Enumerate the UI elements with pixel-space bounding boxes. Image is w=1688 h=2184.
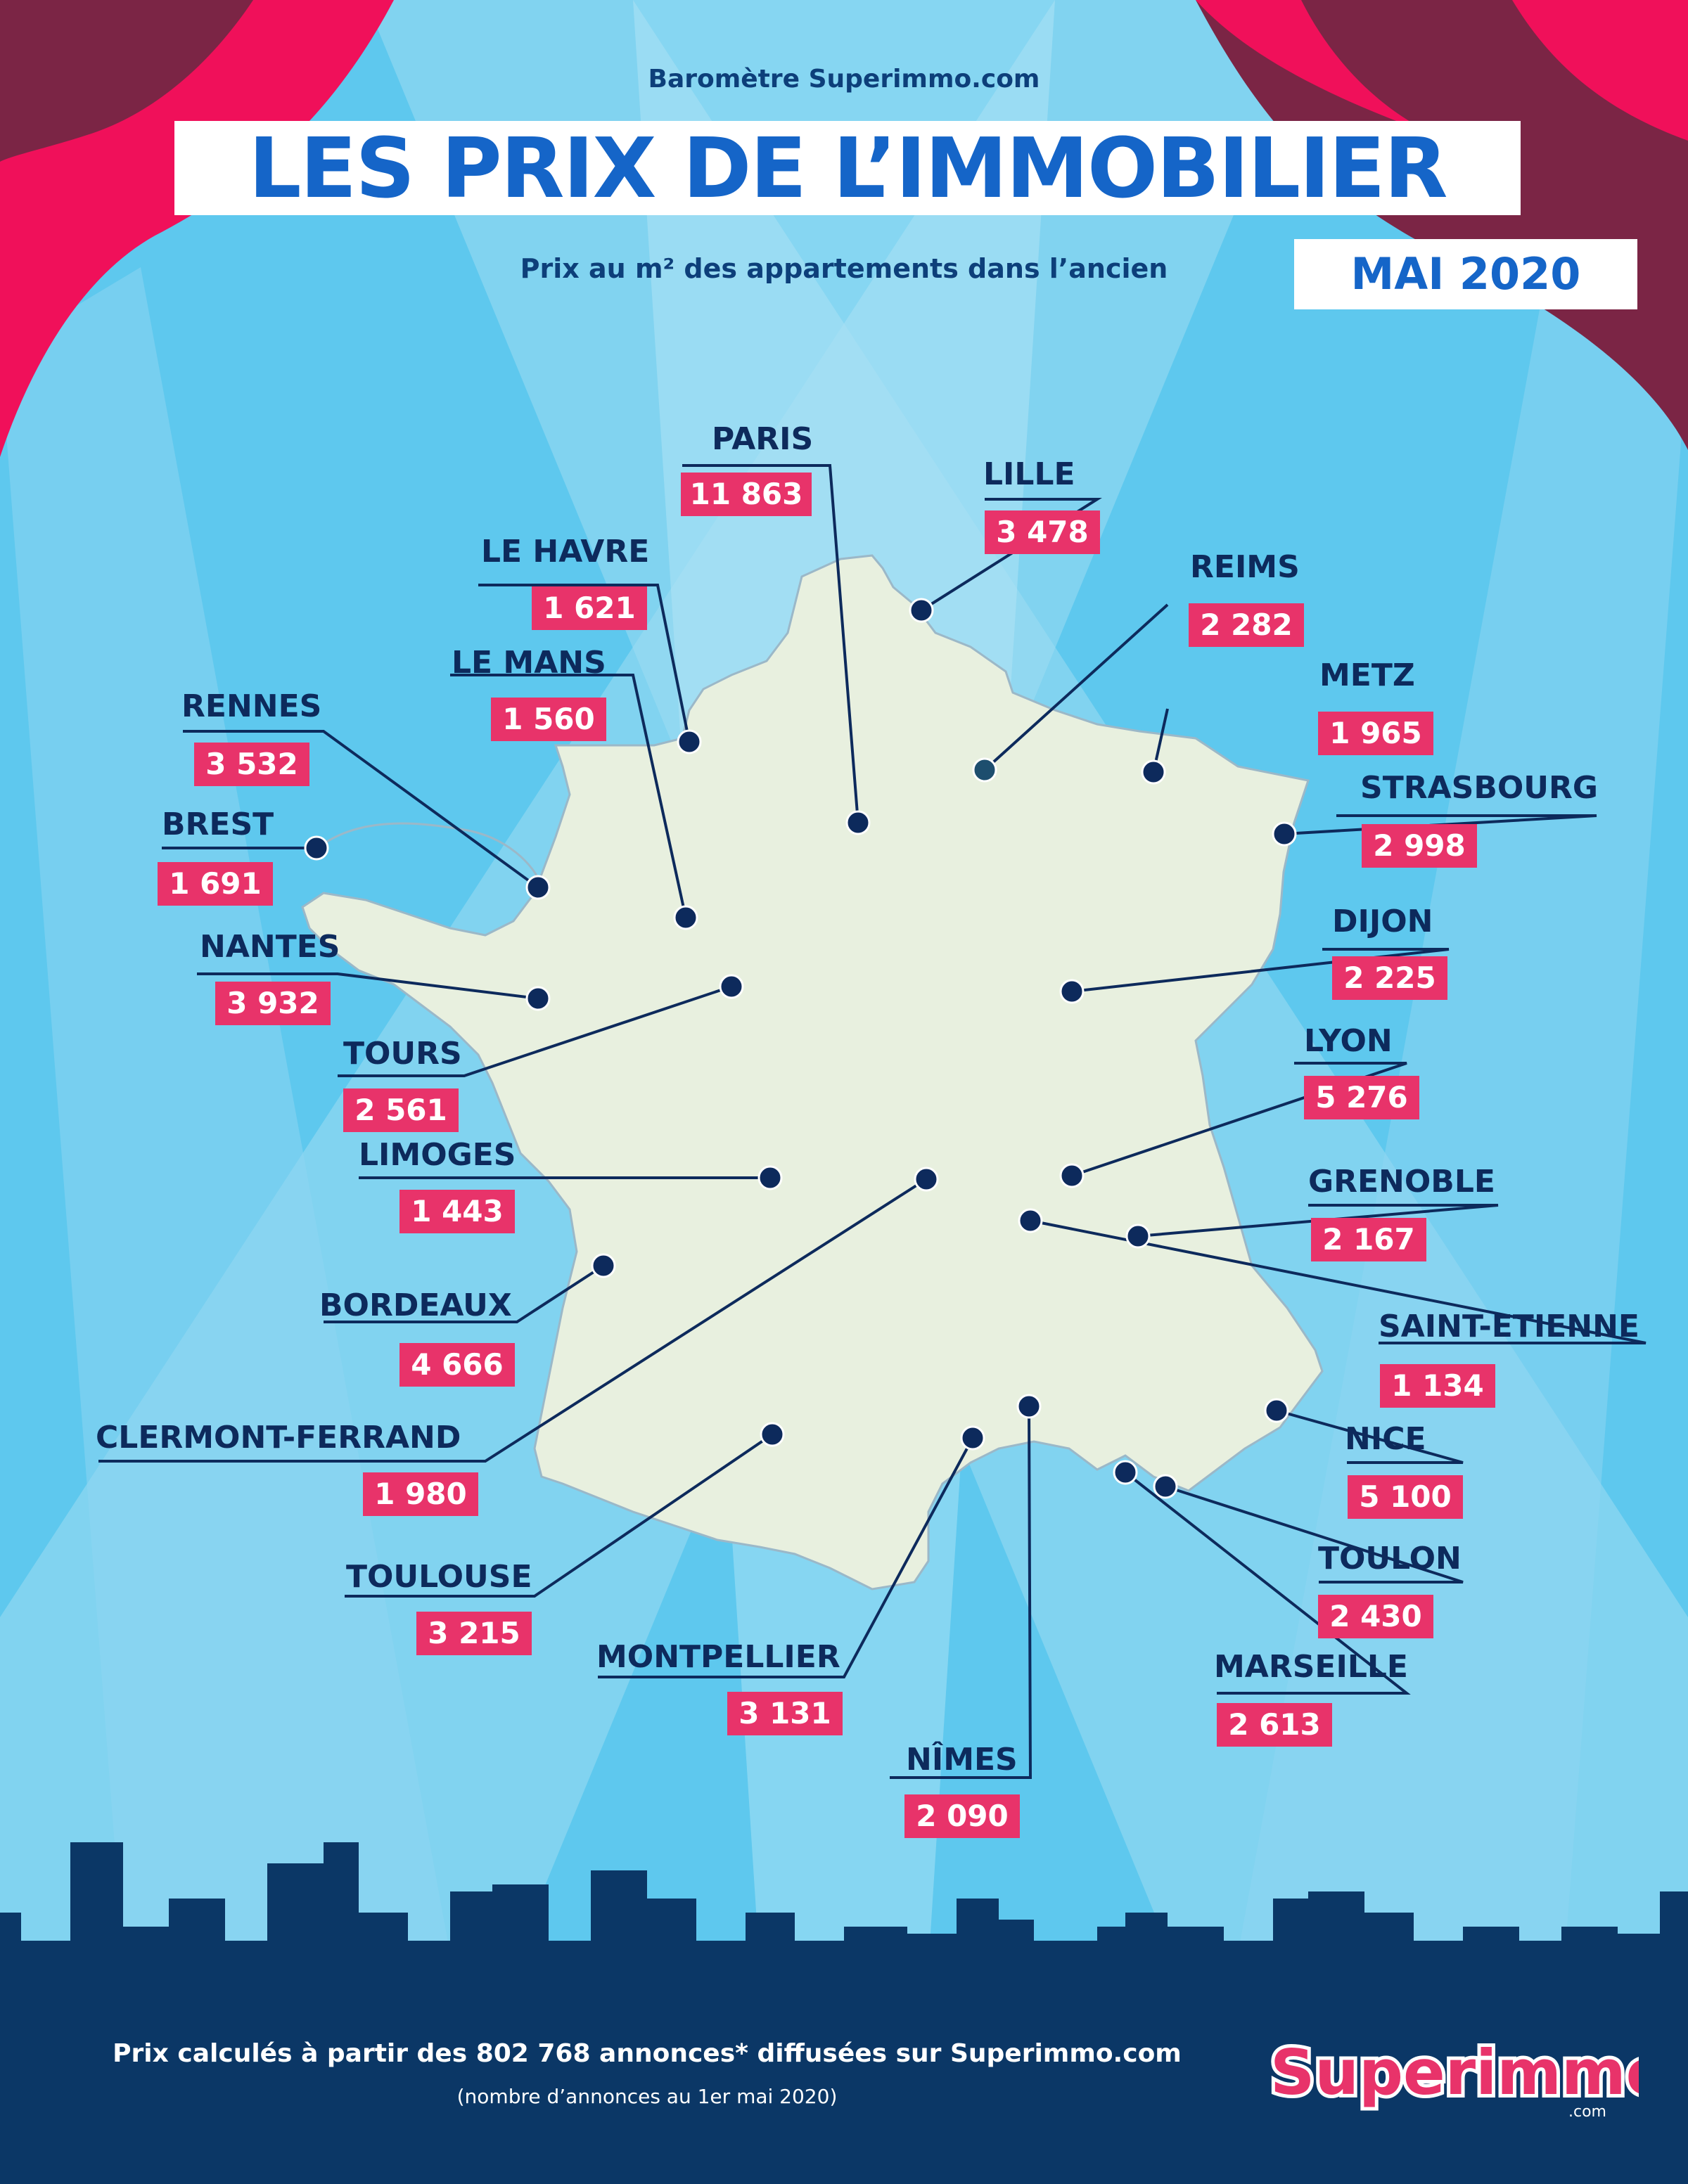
dot-limoges bbox=[757, 1165, 783, 1190]
dot-le-mans bbox=[673, 905, 698, 930]
price-badge-le-mans: 1 560 bbox=[491, 698, 606, 741]
date-banner bbox=[1294, 239, 1637, 309]
dot-reims bbox=[972, 757, 997, 783]
dot-lyon bbox=[1059, 1163, 1085, 1188]
footer-subnote: (nombre d’annonces au 1er mai 2020) bbox=[456, 2085, 838, 2108]
dot-metz bbox=[1141, 759, 1166, 785]
dot-saint-etienne bbox=[1018, 1208, 1043, 1233]
price-badge-paris: 11 863 bbox=[681, 473, 812, 516]
superimmo-logo: Superimmo .com bbox=[1267, 2033, 1639, 2121]
logo-wordmark: Superimmo bbox=[1270, 2036, 1639, 2109]
dot-toulon bbox=[1153, 1474, 1178, 1499]
price-badge-lille: 3 478 bbox=[985, 510, 1100, 554]
city-name-nantes: NANTES bbox=[200, 929, 340, 965]
dot-nimes bbox=[1016, 1394, 1042, 1419]
dot-bordeaux bbox=[591, 1253, 616, 1278]
price-badge-rennes: 3 532 bbox=[194, 743, 309, 786]
city-name-reims: REIMS bbox=[1190, 549, 1300, 585]
dot-le-havre bbox=[677, 729, 702, 754]
dot-strasbourg bbox=[1272, 821, 1297, 847]
city-name-toulon: TOULON bbox=[1318, 1541, 1462, 1576]
city-name-le-havre: LE HAVRE bbox=[481, 534, 650, 570]
price-badge-metz: 1 965 bbox=[1318, 712, 1433, 755]
price-badge-nimes: 2 090 bbox=[904, 1794, 1020, 1838]
price-badge-dijon: 2 225 bbox=[1332, 956, 1447, 1000]
dot-grenoble bbox=[1125, 1223, 1151, 1249]
date-label: MAI 2020 bbox=[1350, 248, 1581, 300]
subtitle: Prix au m² des appartements dans l’ancie… bbox=[520, 253, 1168, 284]
city-name-marseille: MARSEILLE bbox=[1214, 1649, 1408, 1685]
city-name-saint-etienne: SAINT-ETIENNE bbox=[1379, 1309, 1639, 1344]
city-name-metz: METZ bbox=[1319, 657, 1415, 693]
city-name-bordeaux: BORDEAUX bbox=[319, 1287, 512, 1323]
price-badge-lyon: 5 276 bbox=[1304, 1076, 1419, 1119]
city-skyline bbox=[0, 1842, 1688, 2184]
price-badge-bordeaux: 4 666 bbox=[399, 1343, 515, 1387]
dot-nice bbox=[1264, 1398, 1289, 1423]
price-badge-limoges: 1 443 bbox=[399, 1190, 515, 1233]
kicker-text: Baromètre Superimmo.com bbox=[648, 65, 1040, 94]
price-badge-montpellier: 3 131 bbox=[727, 1692, 843, 1735]
price-badge-marseille: 2 613 bbox=[1217, 1703, 1332, 1747]
price-badge-le-havre: 1 621 bbox=[532, 586, 647, 630]
curtain-left-fold bbox=[0, 0, 253, 162]
city-name-limoges: LIMOGES bbox=[359, 1137, 516, 1173]
price-badge-brest: 1 691 bbox=[158, 862, 273, 906]
city-name-montpellier: MONTPELLIER bbox=[596, 1639, 840, 1675]
price-badge-reims: 2 282 bbox=[1189, 603, 1304, 647]
city-name-lyon: LYON bbox=[1304, 1023, 1393, 1059]
france-map bbox=[301, 554, 1324, 1591]
city-name-tours: TOURS bbox=[343, 1036, 462, 1072]
price-badge-strasbourg: 2 998 bbox=[1362, 824, 1477, 868]
curtain-right-trim bbox=[1196, 0, 1449, 141]
dot-paris bbox=[845, 810, 871, 835]
city-dots bbox=[304, 598, 1297, 1499]
city-name-brest: BREST bbox=[162, 807, 274, 842]
city-name-nimes: NÎMES bbox=[906, 1742, 1018, 1778]
city-name-toulouse: TOULOUSE bbox=[346, 1559, 532, 1595]
curtain-right bbox=[1196, 0, 1688, 450]
title-banner bbox=[174, 121, 1521, 215]
price-badge-grenoble: 2 167 bbox=[1311, 1218, 1426, 1261]
page-title: LES PRIX DE L’IMMOBILIER bbox=[248, 120, 1447, 217]
city-name-nice: NICE bbox=[1345, 1421, 1426, 1457]
dot-clermont-ferrand bbox=[914, 1167, 939, 1192]
logo-domain: .com bbox=[1568, 2103, 1606, 2121]
spotlight-beam bbox=[0, 267, 492, 2184]
price-badge-toulon: 2 430 bbox=[1318, 1595, 1433, 1638]
dot-marseille bbox=[1113, 1460, 1138, 1485]
curtain-right-fold bbox=[1512, 0, 1688, 141]
dot-dijon bbox=[1059, 979, 1085, 1004]
dot-brest bbox=[304, 835, 329, 861]
city-name-strasbourg: STRASBOURG bbox=[1360, 770, 1598, 806]
city-name-dijon: DIJON bbox=[1332, 904, 1433, 939]
price-badge-tours: 2 561 bbox=[343, 1088, 459, 1132]
price-badge-nantes: 3 932 bbox=[215, 982, 331, 1025]
price-badge-toulouse: 3 215 bbox=[416, 1612, 532, 1655]
dot-lille bbox=[909, 598, 934, 623]
dot-rennes bbox=[525, 875, 551, 900]
city-name-clermont-ferrand: CLERMONT-FERRAND bbox=[96, 1420, 461, 1456]
dot-tours bbox=[719, 974, 744, 999]
city-name-lille: LILLE bbox=[983, 456, 1075, 492]
city-name-paris: PARIS bbox=[712, 421, 814, 457]
city-name-le-mans: LE MANS bbox=[452, 645, 606, 681]
price-badge-nice: 5 100 bbox=[1348, 1475, 1463, 1519]
dot-toulouse bbox=[760, 1422, 785, 1447]
city-name-grenoble: GRENOBLE bbox=[1308, 1164, 1495, 1200]
price-badge-clermont-ferrand: 1 980 bbox=[363, 1472, 478, 1516]
price-badge-saint-etienne: 1 134 bbox=[1380, 1364, 1495, 1408]
footer-note: Prix calculés à partir des 802 768 annon… bbox=[113, 2039, 1182, 2068]
dot-montpellier bbox=[960, 1425, 985, 1451]
city-name-rennes: RENNES bbox=[181, 688, 322, 724]
dot-nantes bbox=[525, 986, 551, 1011]
